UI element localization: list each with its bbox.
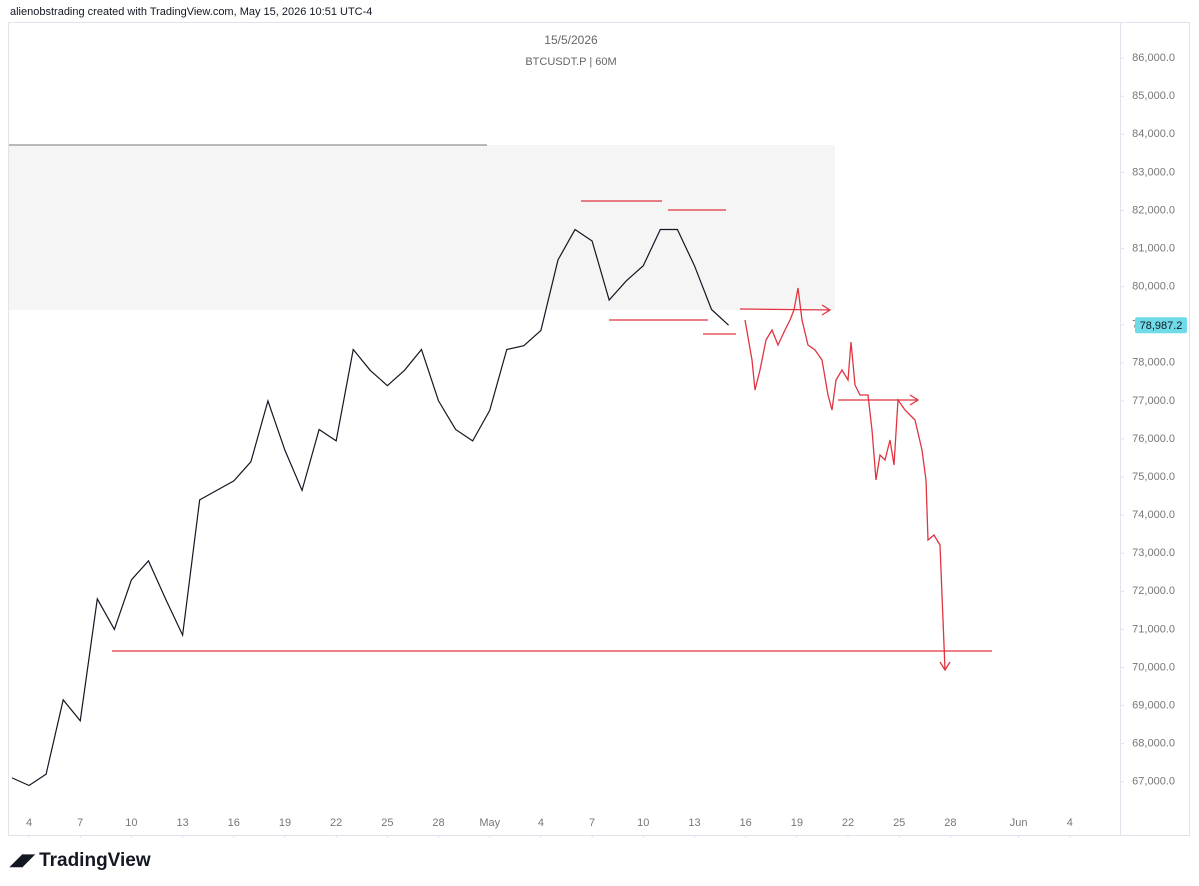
y-tick-label: 73,000.0 [1132,547,1175,559]
x-tick-label: 16 [740,817,752,829]
forecast [744,287,951,672]
y-tick-label: 75,000.0 [1132,471,1175,483]
y-tick-label: 85,000.0 [1132,90,1175,102]
plot [11,228,729,787]
arrow [838,394,920,406]
x-tick-label: 4 [1067,817,1073,829]
y-tick-label: 76,000.0 [1132,433,1175,445]
y-tick-label: 67,000.0 [1132,776,1175,788]
y-tick-label: 72,000.0 [1132,585,1175,597]
x-tick-label: 7 [77,817,83,829]
y-tick-label: 70,000.0 [1132,661,1175,673]
y-tick-label: 84,000.0 [1132,128,1175,140]
x-tick-label: 10 [125,817,137,829]
y-tick-label: 82,000.0 [1132,204,1175,216]
last-price-box [1135,317,1187,334]
y-tick-label: 81,000.0 [1132,242,1175,254]
x-tick-label: 28 [944,817,956,829]
y-tick-label: 71,000.0 [1132,623,1175,635]
x-tick-label: Jun [1010,817,1028,829]
x-tick-label: 16 [228,817,240,829]
x-tick-label: 22 [842,817,854,829]
chart-title: 15/5/2026 [544,33,598,47]
y-tick-label: 83,000.0 [1132,166,1175,178]
x-tick-label: 25 [381,817,393,829]
x-tick-label: 25 [893,817,905,829]
price-line [11,228,729,787]
y-tick-label: 68,000.0 [1132,738,1175,750]
x-tick-label: 22 [330,817,342,829]
header: alienobstrading created with TradingView… [10,6,372,18]
x-tick-label: 4 [26,817,32,829]
frame [8,22,1190,836]
x-tick-label: 19 [279,817,291,829]
last-price-label: 78,987.2 [1140,320,1183,332]
y-tick-label: 86,000.0 [1132,52,1175,64]
y-tick-label: 77,000.0 [1132,395,1175,407]
x-tick-label: 19 [791,817,803,829]
y-tick-label: 69,000.0 [1132,699,1175,711]
x-tick-label: 10 [637,817,649,829]
y-tick-label: 78,000.0 [1132,357,1175,369]
y-tick-label: 80,000.0 [1132,281,1175,293]
x-tick-label: 28 [432,817,444,829]
x-tick-label: 7 [589,817,595,829]
zone [9,145,835,310]
y-tick-label: 74,000.0 [1132,509,1175,521]
logo: ◢◤ TradingView [9,850,151,871]
arrow [739,304,832,316]
x-tick-label: 13 [176,817,188,829]
chart-subtitle: BTCUSDT.P | 60M [525,56,616,68]
x-tick-label: 13 [688,817,700,829]
x-tick-label: 4 [538,817,544,829]
drawings [112,200,992,672]
x-tick-label: May [479,817,500,829]
